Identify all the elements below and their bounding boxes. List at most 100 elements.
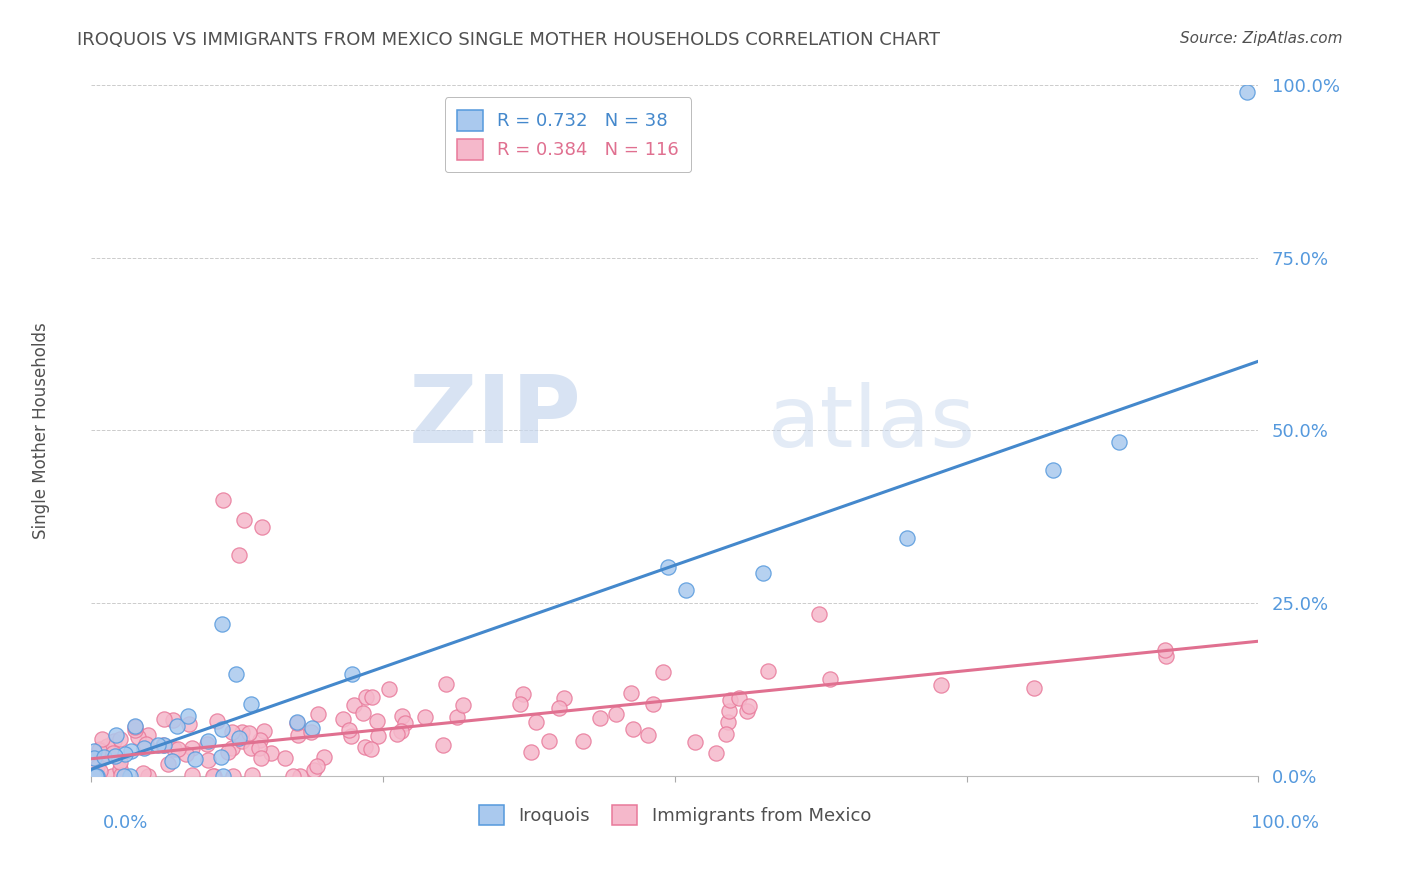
Point [112,769,135,783]
Point [127,730,149,744]
Point [287,728,309,742]
Point [385,726,408,740]
Point [728,690,751,705]
Point [675,583,697,598]
Point [737,704,759,718]
Point [588,711,610,725]
Point [228,548,250,562]
Point [86,769,108,783]
Point [89,764,111,778]
Point [389,724,412,739]
Point [367,729,389,743]
Point [537,733,560,747]
Point [124,723,146,737]
Point [197,734,219,748]
Point [202,769,225,783]
Point [285,714,308,729]
Point [211,617,233,632]
Point [177,709,200,723]
Point [643,698,665,712]
Point [260,746,283,760]
Point [103,734,125,748]
Point [247,741,270,756]
Point [225,666,247,681]
Point [238,726,260,740]
Point [152,739,174,753]
Point [212,769,235,783]
Point [1042,463,1064,477]
Point [652,665,675,680]
Point [138,769,160,783]
Point [181,741,204,756]
Point [209,749,232,764]
Point [340,729,363,743]
Point [124,720,146,734]
Point [89,742,111,756]
Point [332,712,354,726]
Point [657,560,679,574]
Point [212,492,235,507]
Point [181,767,204,781]
Point [167,742,190,756]
Point [354,740,377,755]
Point [519,745,541,759]
Point [240,768,263,782]
Point [343,698,366,712]
Point [704,746,727,760]
Point [177,717,200,731]
Point [301,722,323,736]
Point [1022,681,1045,696]
Point [163,742,186,756]
Point [132,740,155,755]
Point [356,690,378,705]
Point [160,754,183,768]
Point [124,719,146,733]
Point [378,681,401,696]
Point [1236,85,1258,99]
Point [620,686,643,700]
Point [285,715,308,730]
Point [290,769,312,783]
Point [205,714,228,728]
Point [572,733,595,747]
Text: 0.0%: 0.0% [103,814,148,831]
Point [281,769,304,783]
Point [716,726,738,740]
Point [337,723,360,737]
Point [96,739,118,754]
Point [752,566,775,580]
Point [110,755,132,769]
Point [717,714,740,729]
Point [637,728,659,742]
Point [623,722,645,736]
Point [153,712,176,726]
Point [91,732,114,747]
Text: atlas: atlas [768,382,976,465]
Point [394,716,416,731]
Point [524,714,547,729]
Point [166,719,188,733]
Point [93,750,115,764]
Text: 100.0%: 100.0% [1251,814,1319,831]
Text: Source: ZipAtlas.com: Source: ZipAtlas.com [1180,31,1343,46]
Legend: Iroquois, Immigrants from Mexico: Iroquois, Immigrants from Mexico [471,797,879,833]
Point [195,738,218,752]
Point [299,724,322,739]
Point [1154,643,1177,657]
Point [132,766,155,780]
Point [97,747,120,762]
Point [451,698,474,712]
Point [896,531,918,545]
Point [101,746,124,760]
Point [202,769,225,783]
Point [352,706,374,720]
Point [413,709,436,723]
Point [250,520,273,534]
Point [738,698,761,713]
Point [250,751,273,765]
Point [217,746,239,760]
Point [1108,434,1130,449]
Point [231,725,253,739]
Point [929,677,952,691]
Y-axis label: Single Mother Households: Single Mother Households [32,322,49,539]
